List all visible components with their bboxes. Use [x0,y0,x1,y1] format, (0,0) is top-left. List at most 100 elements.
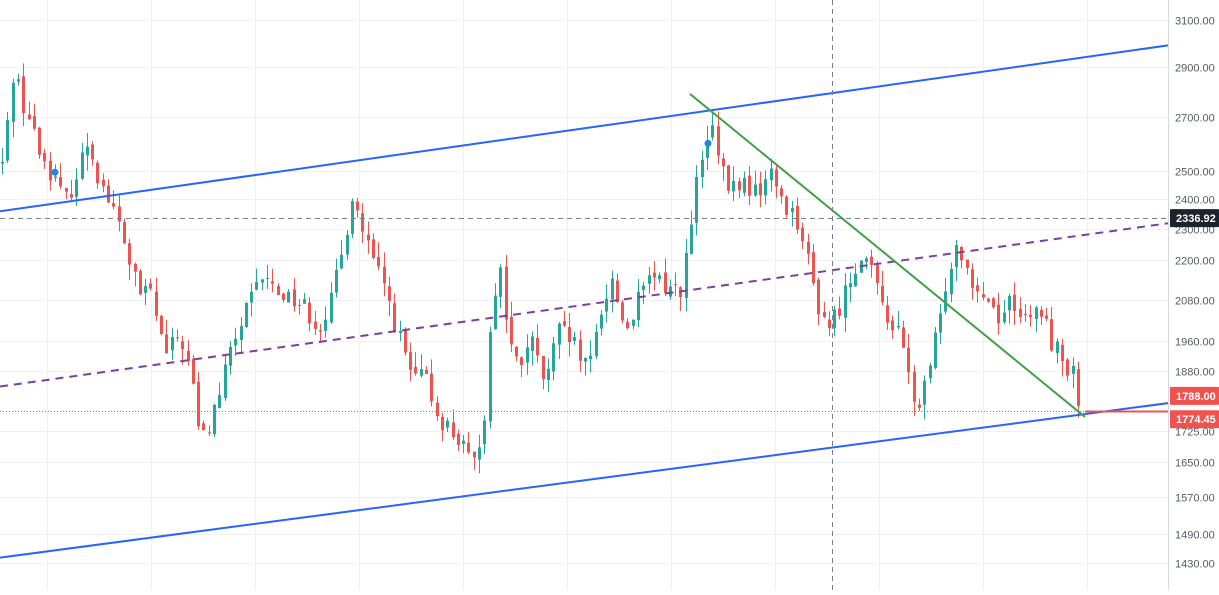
candle-down [160,315,163,334]
candle-up [770,168,773,181]
candle-up [255,281,258,290]
candle-down [1013,294,1016,311]
candle-down [102,179,105,187]
drawing-tools[interactable] [0,0,1169,590]
candle-down [960,246,963,261]
candle-down [881,285,884,303]
candle-up [303,299,306,304]
candle-up [955,244,958,268]
candle-down [361,213,364,232]
downtrend-line[interactable] [689,93,1086,418]
candle-down [775,169,778,187]
candle-down [155,291,158,316]
candle-down [149,283,152,289]
candle-up [489,332,492,422]
candle-down [838,308,841,316]
candle-up [287,291,290,303]
candle-up [637,291,640,321]
candle-down [563,321,566,326]
candle-down [308,302,311,324]
candle-up [261,279,264,283]
candle-up [17,79,20,82]
y-tick-label: 2080.00 [1175,296,1215,308]
candle-down [722,158,725,167]
candle-down [372,239,375,258]
candle-up [584,358,587,362]
candle-down [425,369,428,374]
candle-up [1003,312,1006,322]
candle-down [430,373,433,402]
candle-up [706,140,709,158]
candle-down [616,280,619,302]
candle-down [319,330,322,332]
candle-down [796,206,799,230]
candle-down [1061,344,1064,362]
candle-up [701,159,704,178]
candle-down [1045,315,1048,319]
candle-up [75,179,78,197]
candle-up [595,331,598,357]
candle-down [870,256,873,265]
candle-up [240,326,243,341]
candle-up [589,355,592,360]
candle-up [494,295,497,330]
candle-up [483,420,486,444]
candle-down [828,319,831,329]
candle-up [446,420,449,428]
candle-down [409,352,412,370]
lower-channel-line[interactable] [0,402,1169,559]
candle-up [86,146,89,156]
candle-up [642,285,645,291]
candle-up [844,285,847,318]
channel-midline[interactable] [0,222,1169,388]
candle-down [277,285,280,296]
last-close-label-bg [1170,386,1219,405]
candle-down [208,432,211,434]
candle-up [732,180,735,192]
candle-up [950,268,953,295]
candle-down [91,144,94,160]
candle-up [854,273,857,287]
candle-down [49,160,52,181]
candle-up [552,343,555,372]
candle-up [6,119,9,161]
candle-down [187,350,190,362]
candle-down [987,298,990,302]
price-axis[interactable]: 3100.00 2900.00 2700.00 2500.00 2400.00 2300.… [1168,0,1215,595]
candle-down [96,162,99,184]
candle-down [621,302,624,321]
candle-up [224,364,227,398]
marker-layer [51,139,712,176]
candle-down [202,423,205,431]
candle-up [923,380,926,405]
candle-up [897,325,900,328]
grid-lines [0,0,1168,594]
candlestick-series [1,63,1080,474]
candle-down [997,304,1000,324]
candle-up [558,323,561,345]
candle-up [934,332,937,368]
candle-up [939,313,942,333]
candle-down [271,281,274,284]
crosshair-price-label: 2336.92 [1176,213,1216,225]
candle-up [685,253,688,298]
candle-up [573,336,576,341]
candle-down [653,272,656,278]
candle-down [22,76,25,114]
candle-down [436,402,439,417]
candle-down [192,358,195,384]
candle-down [33,116,36,129]
upper-channel-line[interactable] [0,44,1169,213]
candle-down [918,404,921,408]
candle-up [791,207,794,212]
candle-up [526,347,529,363]
candle-up [632,319,635,326]
candle-up [929,365,932,379]
candle-down [1019,308,1022,317]
candle-down [393,303,396,332]
candle-down [780,188,783,197]
candle-down [70,194,73,198]
